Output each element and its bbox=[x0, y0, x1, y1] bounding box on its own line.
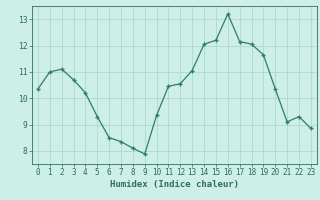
X-axis label: Humidex (Indice chaleur): Humidex (Indice chaleur) bbox=[110, 180, 239, 189]
